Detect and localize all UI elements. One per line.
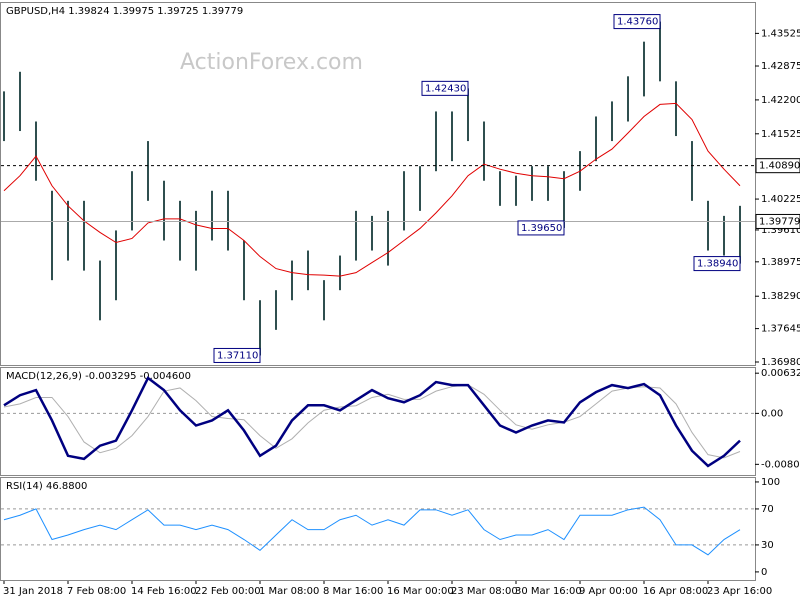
y-tick-label: 0.00	[761, 408, 783, 419]
annotation-label: 1.43760	[617, 17, 658, 28]
y-tick-label: 0	[761, 567, 767, 578]
panel-frame	[0, 2, 756, 366]
x-tick-label: 16 Mar 00:00	[387, 586, 454, 597]
y-tick-label: 100	[761, 477, 780, 488]
x-tick-label: 30 Mar 16:00	[515, 586, 582, 597]
x-tick-label: 1 Mar 08:00	[259, 586, 319, 597]
annotation-box	[213, 347, 261, 363]
y-tick-label: 1.42200	[761, 95, 800, 106]
x-tick-label: 7 Feb 08:00	[67, 586, 126, 597]
y-tick-label: 70	[761, 504, 774, 515]
price-level-box	[755, 158, 800, 174]
moving-average	[3, 102, 741, 277]
x-tick-label: 23 Apr 16:00	[707, 586, 772, 597]
x-tick-label: 22 Feb 00:00	[195, 586, 261, 597]
y-tick-label: 1.40225	[761, 194, 800, 205]
indicator-line	[3, 506, 741, 556]
annotation-box	[693, 256, 741, 272]
x-tick-label: 23 Mar 08:00	[451, 586, 518, 597]
price-level-box	[755, 213, 800, 229]
y-tick-label: 1.36980	[761, 357, 800, 368]
y-tick-label: 1.42875	[761, 61, 800, 72]
panel-title: GBPUSD,H4 1.39824 1.39975 1.39725 1.3977…	[6, 6, 243, 17]
x-tick-label: 8 Mar 16:00	[323, 586, 383, 597]
panel-frame	[0, 367, 756, 476]
indicator-line	[3, 376, 741, 468]
x-tick-label: 31 Jan 2018	[3, 586, 63, 597]
y-tick-label: 0.006326	[761, 368, 800, 379]
annotation-box	[613, 14, 661, 30]
y-tick-label: 1.39610	[761, 225, 800, 236]
y-tick-label: 1.43525	[761, 28, 800, 39]
x-tick-label: 14 Feb 16:00	[131, 586, 197, 597]
x-tick-label: 16 Apr 08:00	[643, 586, 708, 597]
annotation-box	[517, 220, 565, 236]
annotation-box	[421, 80, 469, 96]
y-tick-label: 1.41525	[761, 129, 800, 140]
y-tick-label: 1.37645	[761, 324, 800, 335]
indicator-line	[3, 384, 741, 459]
x-tick-label: 9 Apr 00:00	[579, 586, 638, 597]
annotation-label: 1.42430	[425, 83, 466, 94]
price-level-label: 1.39779	[759, 216, 800, 227]
panel-title: RSI(14) 46.8800	[6, 481, 87, 492]
watermark: ActionForex.com	[180, 50, 363, 75]
price-level-label: 1.40890	[759, 161, 800, 172]
panel-title: MACD(12,26,9) -0.003295 -0.004600	[6, 371, 191, 382]
panel-frame	[0, 477, 756, 581]
y-tick-label: -0.008022	[761, 459, 800, 470]
annotation-label: 1.37110	[217, 350, 258, 361]
y-tick-label: 1.38290	[761, 291, 800, 302]
annotation-label: 1.38940	[697, 259, 738, 270]
y-tick-label: 1.38975	[761, 257, 800, 268]
y-tick-label: 30	[761, 540, 774, 551]
annotation-label: 1.39650	[521, 223, 562, 234]
